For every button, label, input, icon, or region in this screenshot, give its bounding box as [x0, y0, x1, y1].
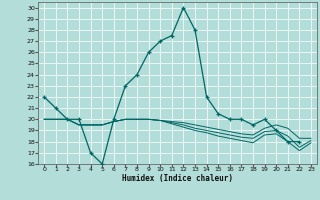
X-axis label: Humidex (Indice chaleur): Humidex (Indice chaleur) [122, 174, 233, 183]
